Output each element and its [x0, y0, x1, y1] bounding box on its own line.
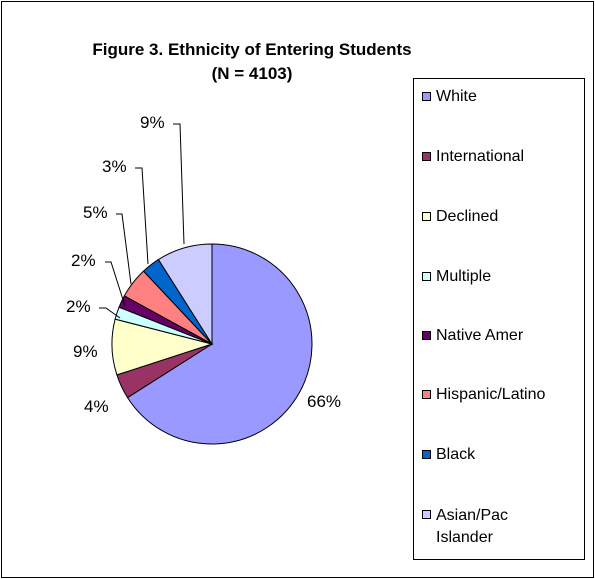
data-label: 9%	[73, 342, 98, 361]
legend-swatch	[422, 390, 431, 399]
pie-slice-asian-pac-islander	[157, 243, 213, 346]
chart-title: Figure 3. Ethnicity of Entering Students	[92, 40, 412, 59]
chart-subtitle: (N = 4103)	[211, 64, 293, 83]
chart-legend: White International Declined Multiple Native…	[413, 78, 585, 560]
data-label: 9%	[140, 113, 165, 132]
legend-swatch	[422, 92, 431, 101]
leader-line	[173, 123, 185, 245]
leader-line	[99, 307, 121, 319]
chart-title-block: Figure 3. Ethnicity of Entering Students…	[42, 38, 462, 86]
leader-line	[135, 167, 149, 265]
legend-swatch	[422, 272, 431, 281]
legend-label: International	[436, 148, 525, 165]
legend-swatch	[422, 450, 431, 459]
legend-label: Asian/Pac Islander	[436, 507, 509, 546]
data-label: 2%	[66, 297, 91, 316]
data-label: 66%	[307, 392, 341, 411]
legend-swatch	[422, 331, 431, 340]
data-label: 2%	[71, 251, 96, 270]
legend-swatch	[422, 510, 431, 519]
legend-label: White	[436, 88, 477, 105]
data-label: 4%	[84, 397, 109, 416]
legend-label: Multiple	[436, 268, 492, 285]
leader-line	[116, 213, 132, 285]
data-label: 3%	[102, 157, 127, 176]
legend-label: Black	[436, 446, 476, 463]
legend-swatch	[422, 212, 431, 221]
legend-label: Declined	[436, 208, 499, 225]
leader-line	[105, 261, 126, 307]
pie-slice-white	[126, 243, 313, 445]
legend-swatch	[422, 152, 431, 161]
legend-label: Native Amer	[436, 327, 524, 344]
data-label: 5%	[83, 203, 108, 222]
legend-label: Hispanic/Latino	[436, 386, 546, 403]
